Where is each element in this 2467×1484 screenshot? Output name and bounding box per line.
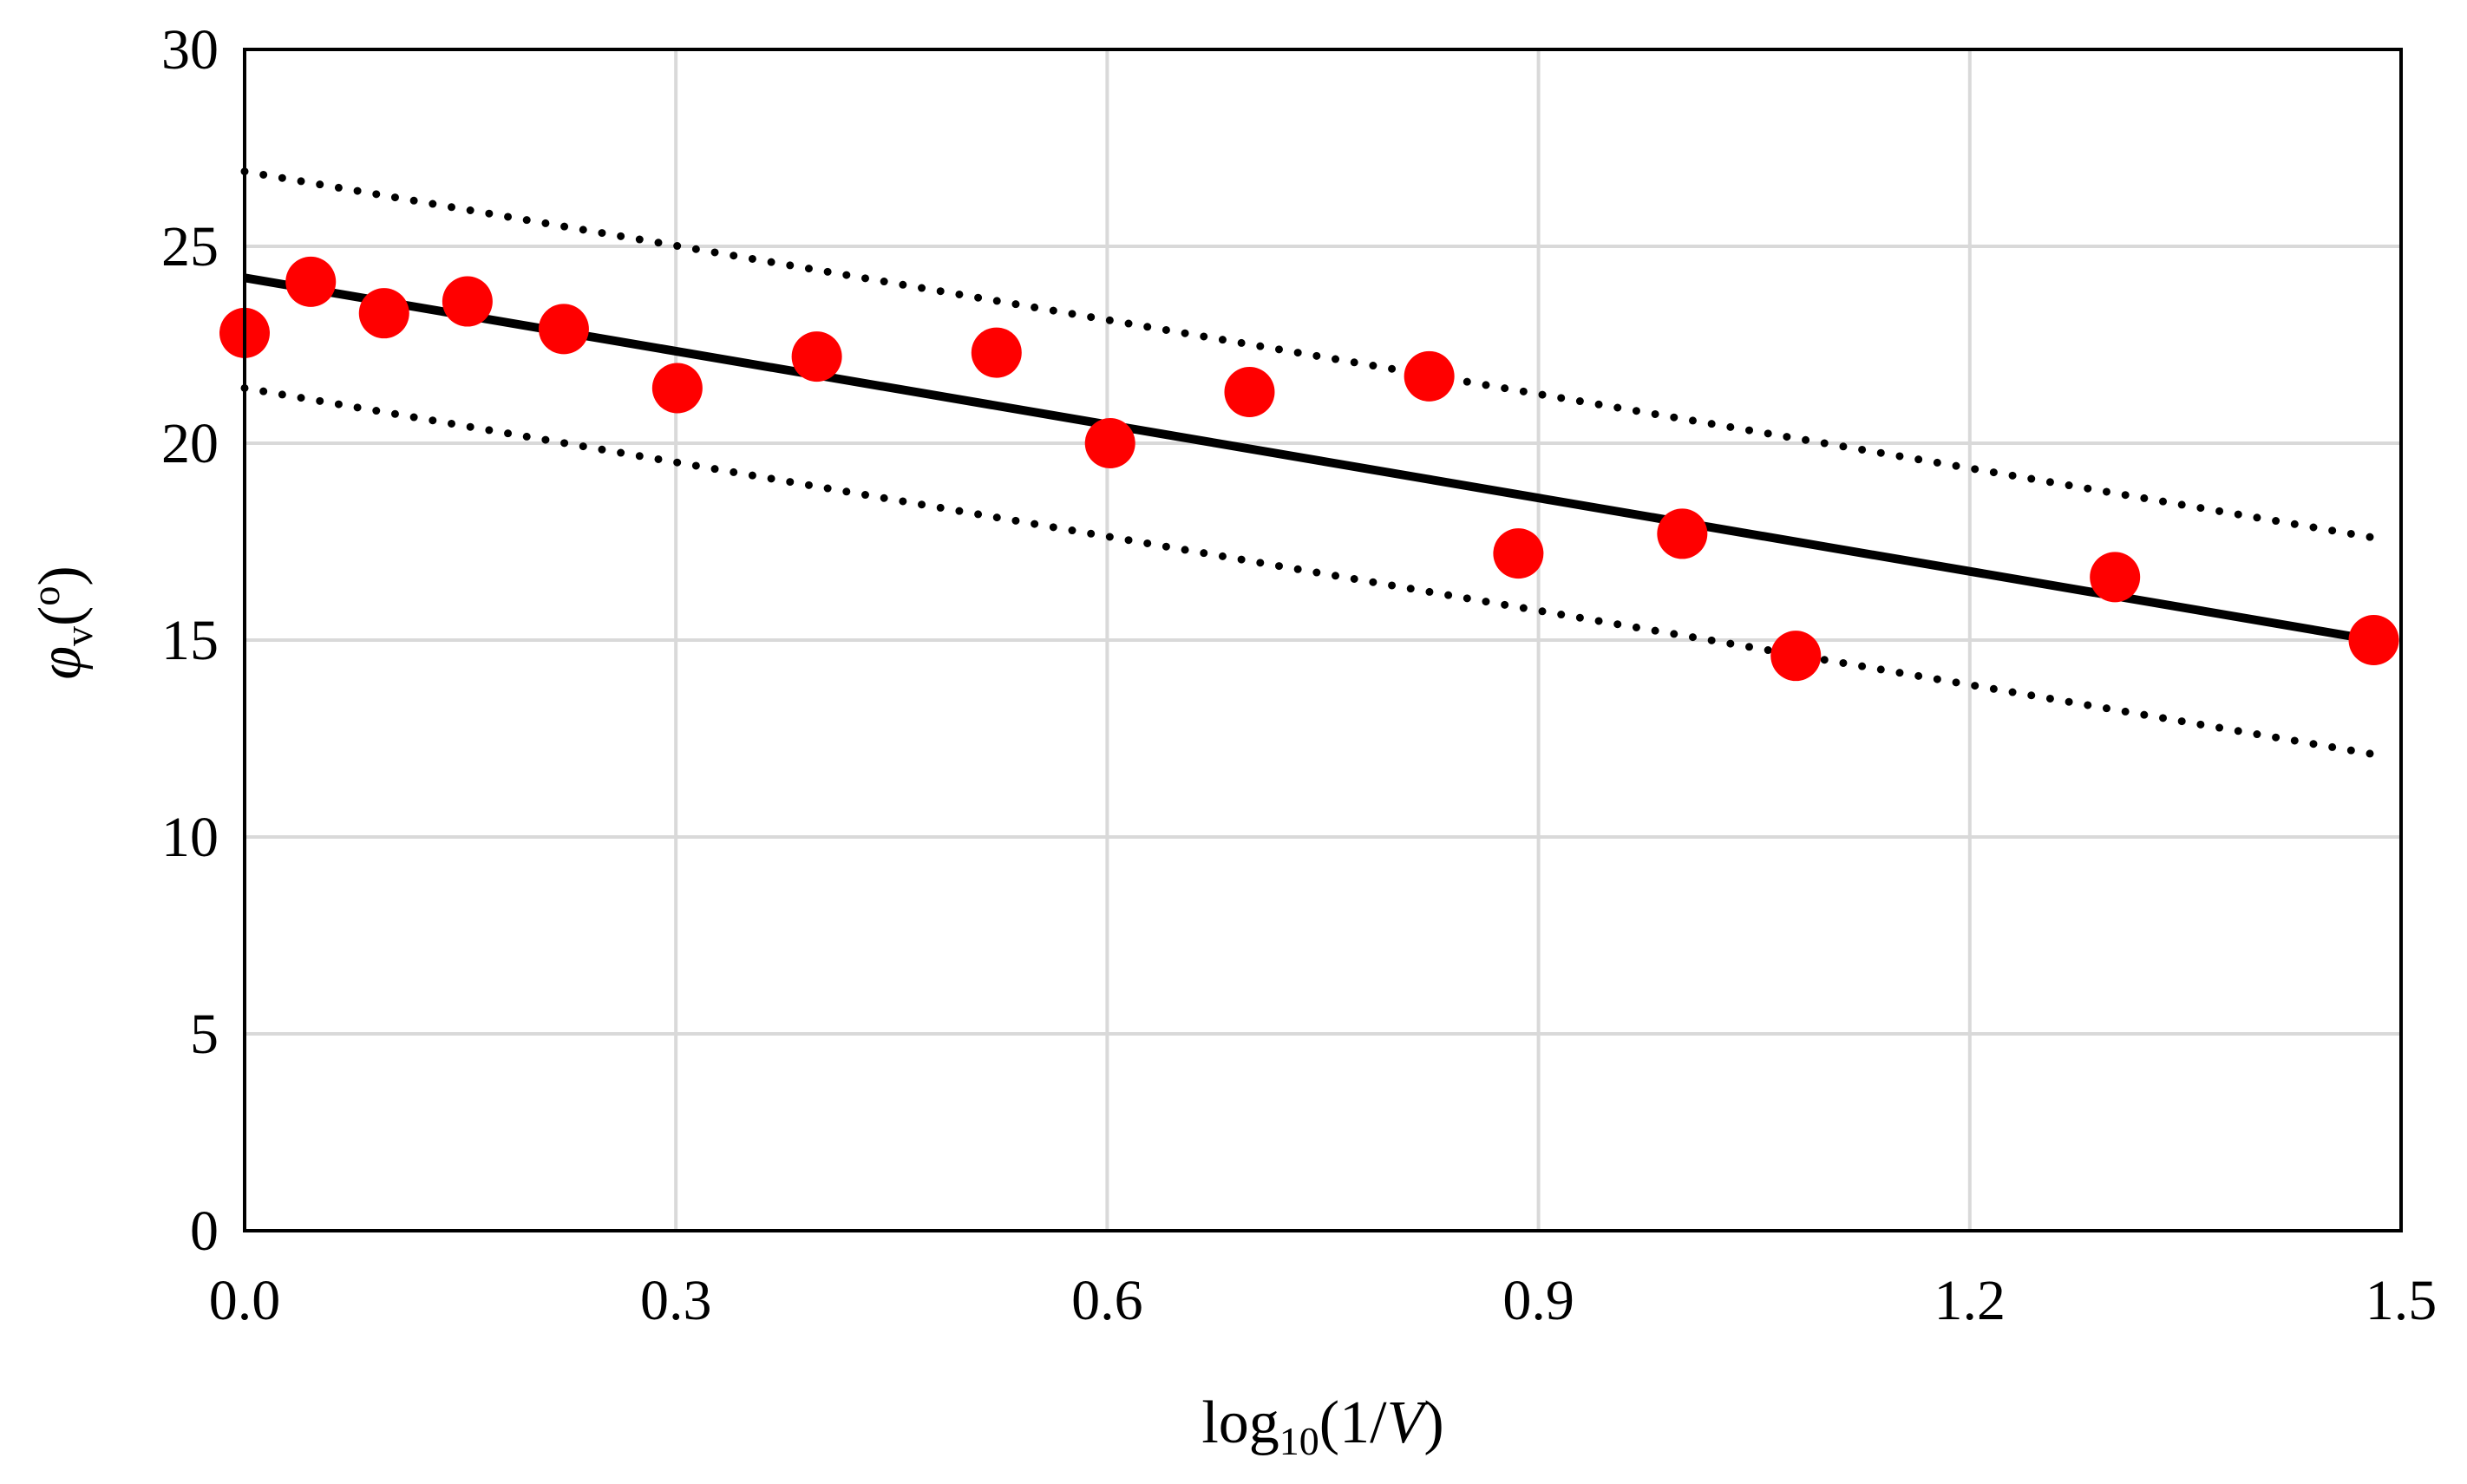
- lines: [240, 167, 2379, 759]
- fit-line: [244, 273, 2375, 644]
- data-point: [538, 304, 589, 355]
- data-point: [1224, 366, 1275, 417]
- y-axis-title: φv(o): [23, 565, 101, 679]
- data-point: [1493, 528, 1544, 579]
- data-points: [219, 256, 2399, 682]
- x-tick-label: 1.2: [1934, 1269, 2006, 1332]
- y-tick-label: 5: [190, 1003, 219, 1066]
- data-point: [1404, 350, 1455, 402]
- x-axis-title: log10(1/V): [1201, 1389, 1443, 1463]
- y-title-superscript: o: [23, 586, 68, 606]
- x-title-open: (1/: [1319, 1389, 1387, 1456]
- data-point: [791, 331, 842, 382]
- x-title-subscript: 10: [1279, 1419, 1319, 1463]
- data-point: [285, 256, 337, 307]
- plot-area-frame: [243, 48, 2403, 1232]
- data-point: [1657, 508, 1708, 559]
- data-point: [2090, 552, 2141, 603]
- y-title-close: ): [27, 565, 94, 585]
- y-title-symbol: φ: [27, 646, 94, 680]
- y-tick-label: 10: [161, 806, 219, 869]
- x-tick-label: 0.0: [209, 1269, 281, 1332]
- data-point: [971, 327, 1022, 378]
- bound-line: [240, 383, 2379, 759]
- y-axis-title-group: φv(o): [23, 565, 101, 679]
- y-tick-label: 20: [161, 412, 219, 475]
- data-point: [358, 288, 409, 339]
- data-point: [2348, 615, 2399, 665]
- data-point: [651, 363, 703, 414]
- bound-line: [240, 167, 2379, 542]
- y-tick-label: 25: [161, 215, 219, 278]
- data-point: [1084, 418, 1135, 468]
- x-title-variable: V: [1387, 1389, 1430, 1456]
- x-tick-label: 0.6: [1071, 1269, 1143, 1332]
- data-point: [442, 276, 493, 327]
- y-title-subscript: v: [56, 626, 101, 646]
- x-tick-label: 1.5: [2366, 1269, 2438, 1332]
- x-title-close: ): [1423, 1389, 1443, 1456]
- tick-labels: 0.0 0.3 0.6 0.9 1.2 1.5 0 5 10 15 20 25 30: [161, 18, 2437, 1332]
- y-tick-label: 30: [161, 18, 219, 82]
- x-title-base: log: [1201, 1389, 1279, 1456]
- y-tick-label: 0: [190, 1200, 219, 1263]
- x-tick-label: 0.9: [1502, 1269, 1574, 1332]
- y-title-open: (: [27, 606, 94, 626]
- x-tick-label: 0.3: [640, 1269, 712, 1332]
- data-point: [1770, 631, 1822, 682]
- y-tick-label: 15: [161, 609, 219, 672]
